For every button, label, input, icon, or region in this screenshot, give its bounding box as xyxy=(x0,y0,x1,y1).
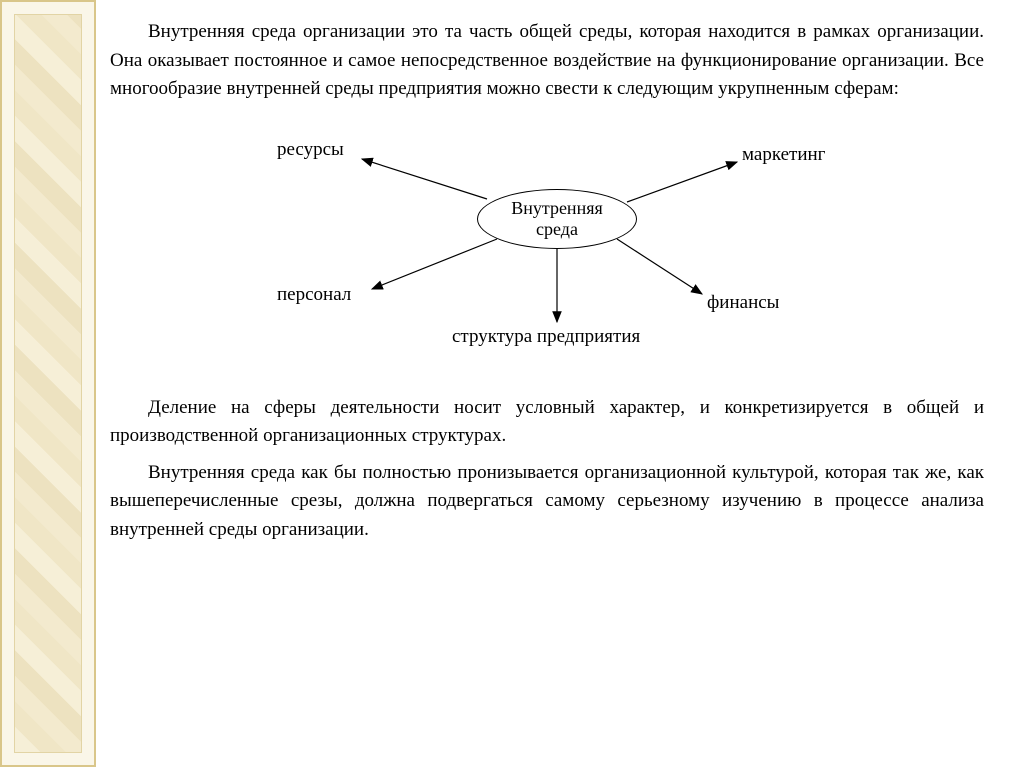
paragraph-2: Деление на сферы деятельности носит усло… xyxy=(110,394,984,451)
diagram-node: персонал xyxy=(277,284,351,306)
sidebar-pattern xyxy=(14,14,82,753)
diagram-center-node: Внутренняя среда xyxy=(477,189,637,249)
diagram-node: финансы xyxy=(707,292,779,314)
paragraph-3: Внутренняя среда как бы полностью прониз… xyxy=(110,459,984,545)
diagram-node: структура предприятия xyxy=(452,326,640,348)
main-content: Внутренняя среда организации это та част… xyxy=(110,18,984,552)
diagram-node: маркетинг xyxy=(742,144,825,166)
center-line1: Внутренняя xyxy=(511,198,603,219)
diagram-node: ресурсы xyxy=(277,139,344,161)
paragraph-1: Внутренняя среда организации это та част… xyxy=(110,18,984,104)
internal-environment-diagram: Внутренняя среда ресурсы маркетинг персона… xyxy=(197,134,897,364)
center-line2: среда xyxy=(536,219,578,240)
decorative-sidebar xyxy=(0,0,96,767)
